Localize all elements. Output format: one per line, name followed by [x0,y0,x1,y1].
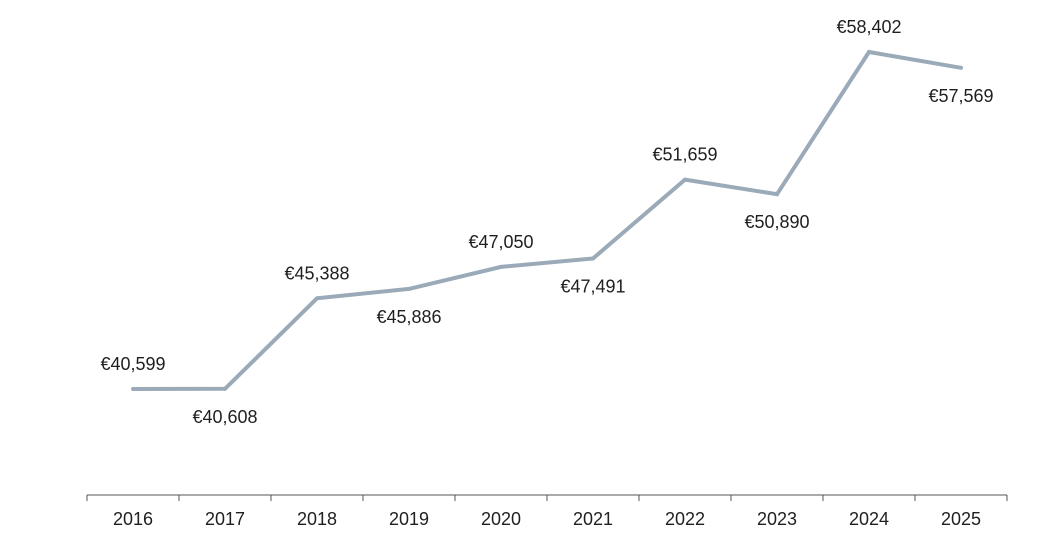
data-point-2021 [591,256,595,261]
data-point-2024 [867,50,871,54]
x-tick-label-2019: 2019 [389,509,429,529]
data-label-2018: €45,388 [284,263,349,283]
data-label-2024: €58,402 [836,17,901,37]
data-point-2017 [223,386,227,391]
data-label-2021: €47,491 [560,277,625,297]
data-point-2023 [775,192,779,197]
series-layer [131,49,963,391]
data-label-2020: €47,050 [468,232,533,252]
x-tick-label-2017: 2017 [205,509,245,529]
data-label-2022: €51,659 [652,145,717,165]
data-point-2022 [683,177,687,182]
data-point-2016 [131,387,135,391]
x-tick-label-2016: 2016 [113,509,153,529]
x-tick-label-2020: 2020 [481,509,521,529]
series-line [132,49,962,391]
x-tick-label-2018: 2018 [297,509,337,529]
data-label-layer: €40,599 €40,608 €45,388 €45,886 €47,050 €47,4… [100,17,993,427]
x-tick-label-2025: 2025 [941,509,981,529]
data-label-2025: €57,569 [928,86,993,106]
x-tick-label-2024: 2024 [849,509,889,529]
x-tick-label-2022: 2022 [665,509,705,529]
x-tick-label-2021: 2021 [573,509,613,529]
data-point-2019 [407,286,411,291]
data-label-2017: €40,608 [192,407,257,427]
x-tick-label-2023: 2023 [757,509,797,529]
data-point-2018 [315,296,319,301]
data-label-2016: €40,599 [100,354,165,374]
data-point-2020 [499,264,503,269]
data-label-2019: €45,886 [376,307,441,327]
data-label-2023: €50,890 [744,212,809,232]
data-point-2025 [959,65,963,70]
x-axis: 2016 2017 2018 2019 2020 2021 2022 2023 2024 2025 [86,494,1008,529]
